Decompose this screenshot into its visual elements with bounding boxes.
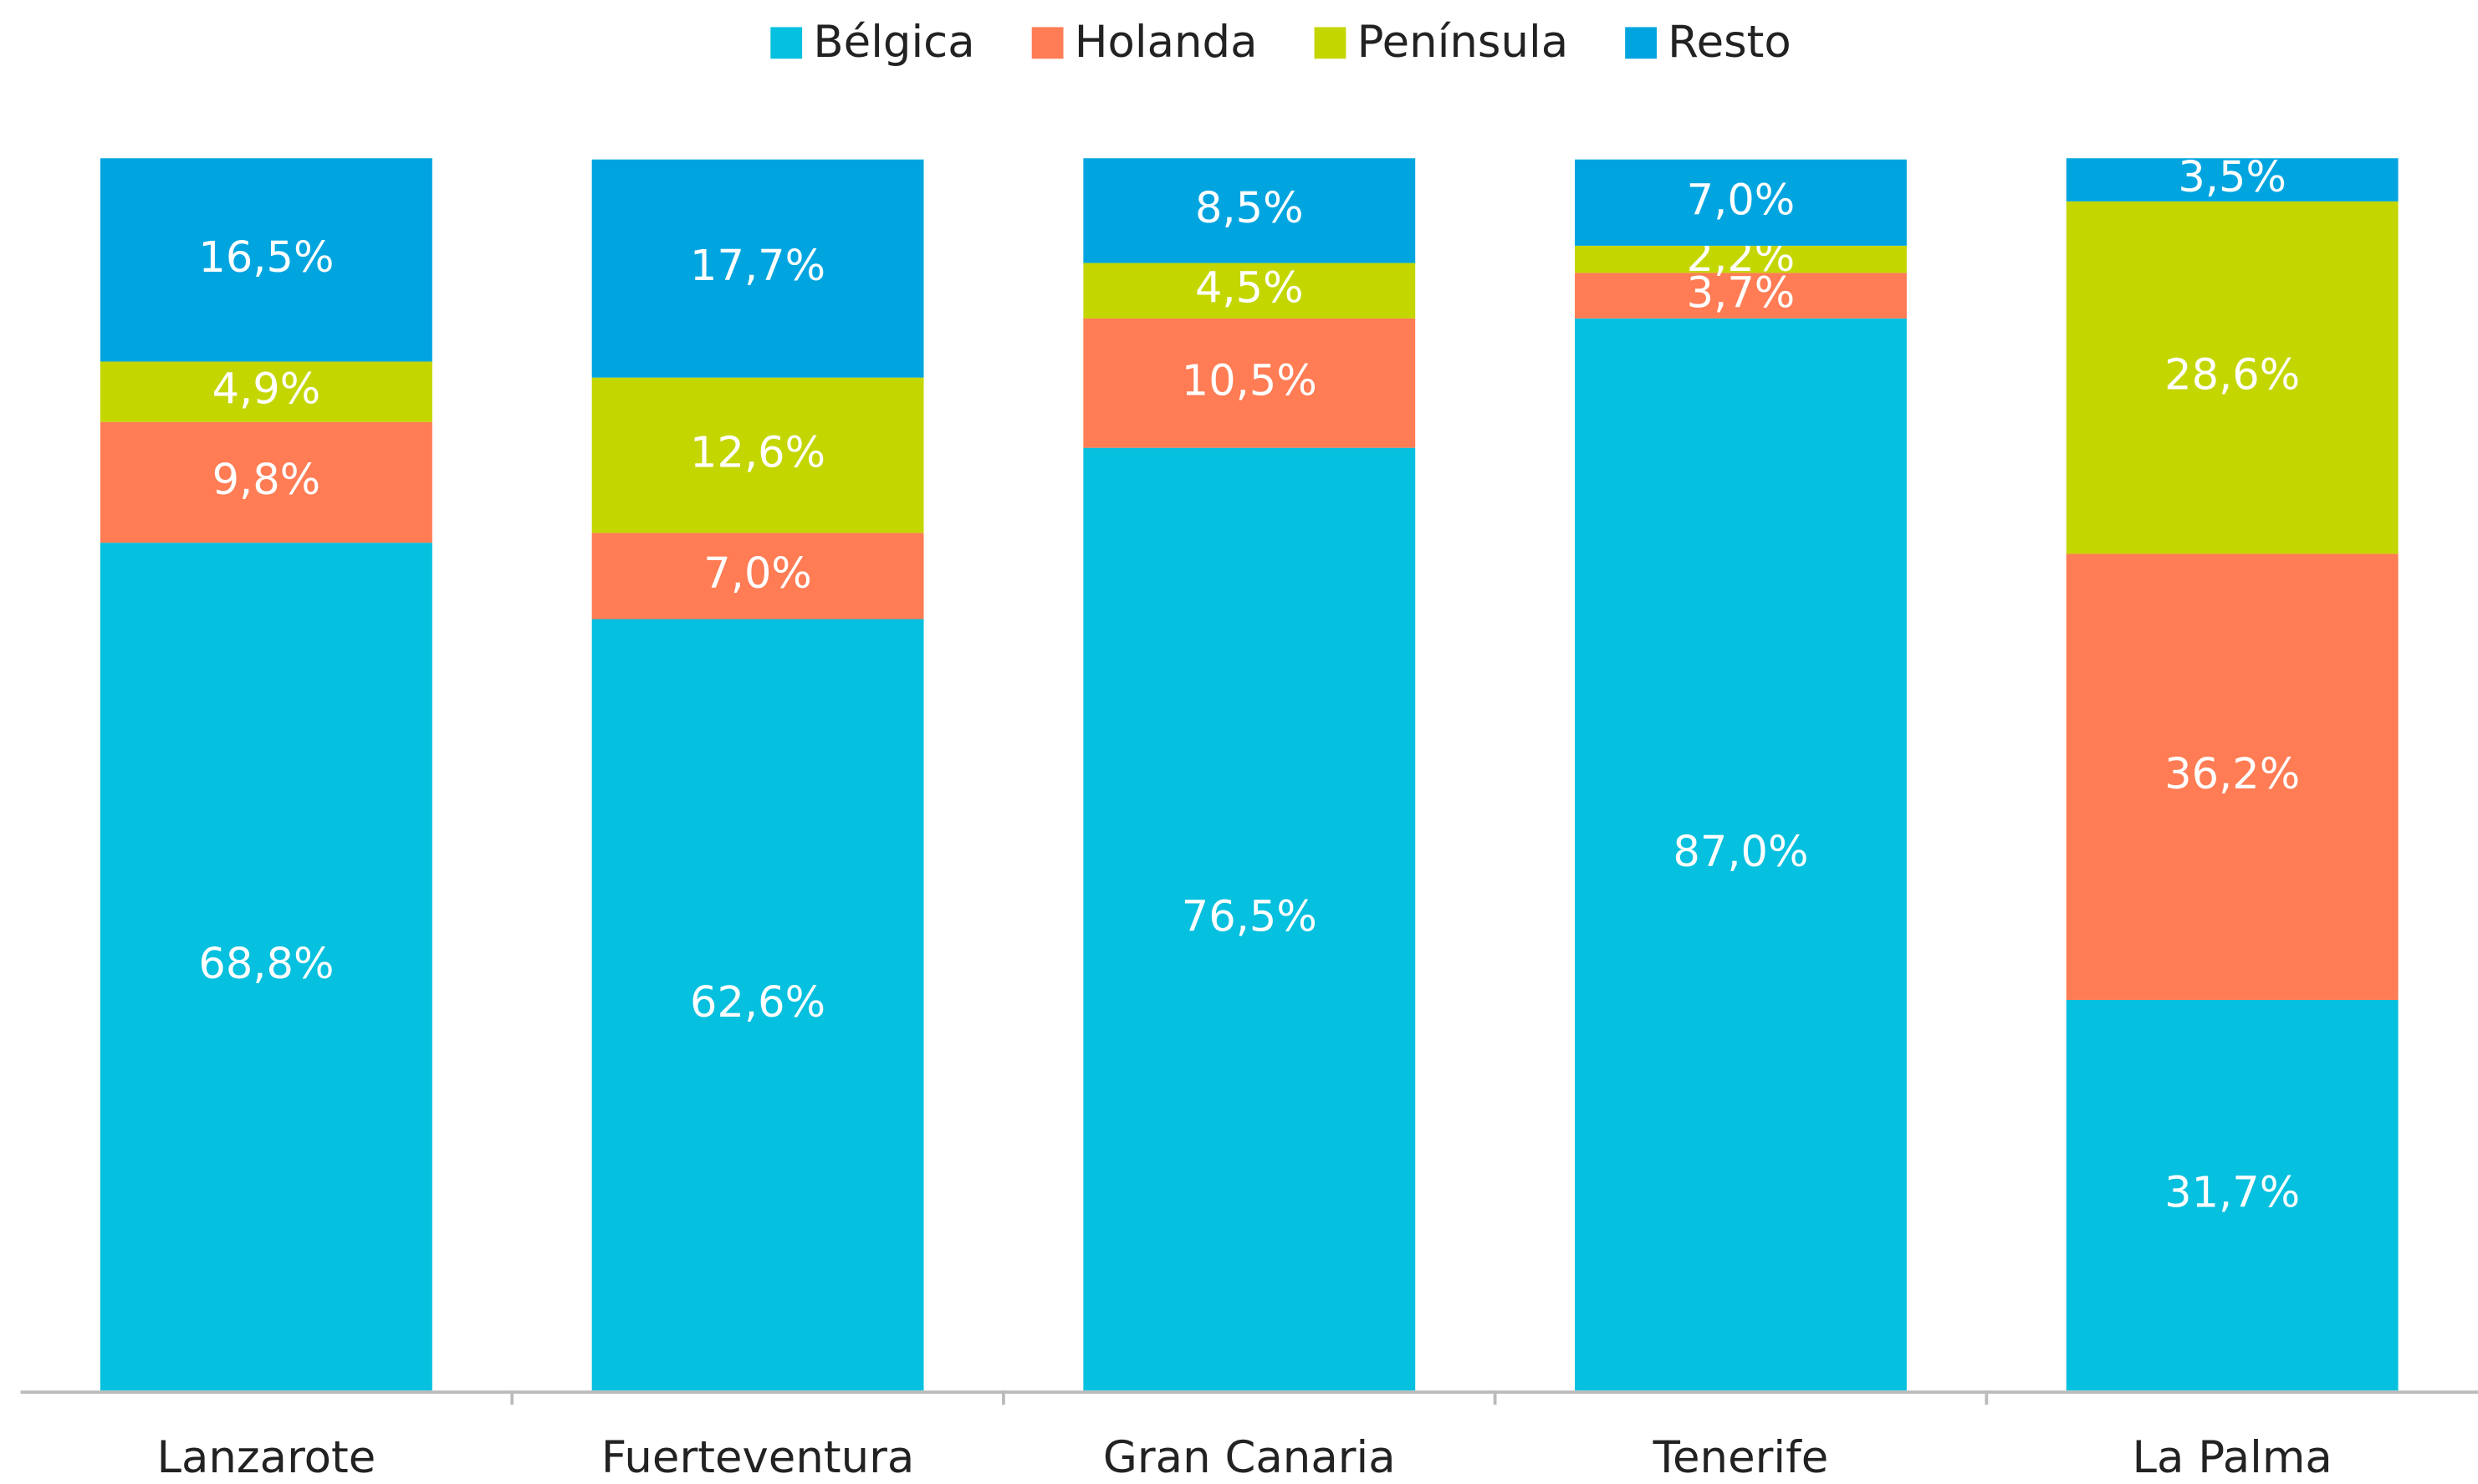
bar-segment	[2066, 201, 2399, 554]
bar-segment	[100, 543, 432, 1391]
legend-swatch	[770, 27, 803, 59]
data-label: 36,2%	[2164, 750, 2300, 799]
x-tick-label: Gran Canaria	[1103, 1432, 1396, 1483]
legend-swatch	[1314, 27, 1346, 59]
legend-swatch	[1031, 27, 1064, 59]
bar-segment	[591, 619, 924, 1391]
legend-label: Bélgica	[813, 17, 974, 68]
legend-label: Resto	[1668, 17, 1791, 68]
x-tick-label: Lanzarote	[156, 1432, 376, 1483]
bar-segment	[591, 377, 924, 533]
data-label: 17,7%	[690, 242, 825, 291]
data-label: 8,5%	[1195, 184, 1304, 233]
x-tick-label: Tenerife	[1653, 1432, 1829, 1483]
data-label: 16,5%	[198, 233, 334, 283]
bar-segment	[1083, 263, 1416, 319]
data-label: 31,7%	[2164, 1169, 2300, 1218]
bar-segment	[100, 361, 432, 422]
legend-label: Holanda	[1075, 17, 1258, 68]
bar-segment	[2066, 158, 2399, 201]
data-label: 4,9%	[212, 365, 321, 415]
data-label: 62,6%	[690, 978, 825, 1028]
x-tick-label: Fuerteventura	[601, 1432, 915, 1483]
bar-segment	[1575, 159, 1907, 246]
data-label: 3,5%	[2178, 153, 2286, 202]
bar-segment	[100, 158, 432, 362]
data-label: 68,8%	[198, 940, 334, 989]
bar-segment	[1575, 273, 1907, 319]
bar-segment	[591, 533, 924, 620]
data-label: 12,6%	[690, 428, 825, 477]
x-tick-label: La Palma	[2132, 1432, 2332, 1483]
data-label: 7,0%	[703, 549, 812, 599]
legend-label: Península	[1357, 17, 1569, 68]
bar-segment	[1083, 318, 1416, 448]
data-label: 7,0%	[1687, 176, 1796, 225]
bar-segment	[100, 421, 432, 543]
bar-segment	[1575, 318, 1907, 1391]
data-label: 9,8%	[212, 456, 321, 505]
data-label: 76,5%	[1182, 892, 1317, 941]
bar-segment	[591, 159, 924, 378]
data-label: 28,6%	[2164, 351, 2300, 400]
bar-segment	[2066, 999, 2399, 1391]
data-label: 4,5%	[1195, 264, 1304, 314]
bar-segment	[1083, 447, 1416, 1391]
legend-swatch	[1625, 27, 1657, 59]
data-label: 3,7%	[1687, 269, 1796, 319]
data-label: 87,0%	[1673, 828, 1808, 877]
bar-segment	[2066, 553, 2399, 1000]
bar-segment	[1575, 245, 1907, 273]
data-label: 10,5%	[1182, 356, 1317, 405]
bar-segment	[1083, 158, 1416, 263]
legend: Bélgica Holanda Península Resto	[770, 17, 1791, 68]
